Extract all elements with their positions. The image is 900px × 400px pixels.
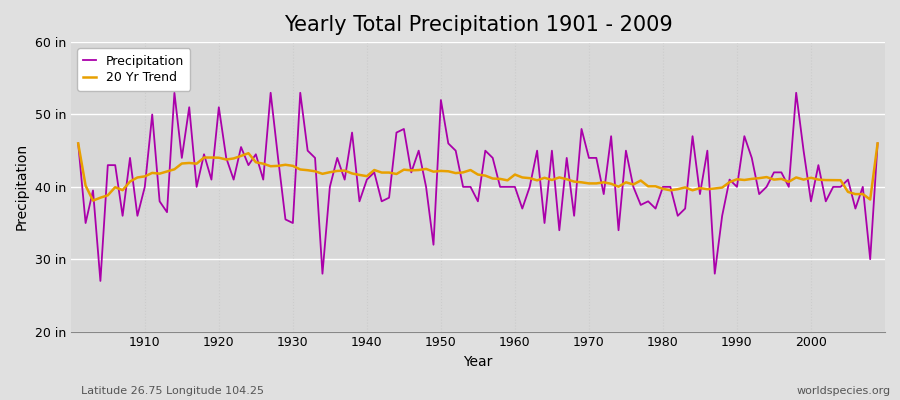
Precipitation [310, 156, 320, 160]
Precipitation [73, 141, 84, 146]
20 Yr Trend [872, 141, 883, 146]
Text: worldspecies.org: worldspecies.org [796, 386, 891, 396]
Legend: Precipitation, 20 Yr Trend: Precipitation, 20 Yr Trend [77, 48, 190, 91]
Line: 20 Yr Trend: 20 Yr Trend [78, 144, 878, 200]
Text: Latitude 26.75 Longitude 104.25: Latitude 26.75 Longitude 104.25 [81, 386, 264, 396]
Line: Precipitation: Precipitation [78, 93, 878, 281]
20 Yr Trend [302, 168, 313, 173]
20 Yr Trend [606, 181, 616, 186]
X-axis label: Year: Year [464, 355, 492, 369]
20 Yr Trend [517, 175, 527, 180]
Title: Yearly Total Precipitation 1901 - 2009: Yearly Total Precipitation 1901 - 2009 [284, 15, 672, 35]
Precipitation [613, 228, 624, 233]
Precipitation [95, 278, 106, 283]
20 Yr Trend [509, 172, 520, 177]
20 Yr Trend [140, 174, 150, 179]
Precipitation [517, 206, 527, 211]
20 Yr Trend [87, 198, 98, 203]
20 Yr Trend [346, 171, 357, 176]
20 Yr Trend [73, 141, 84, 146]
Precipitation [169, 90, 180, 95]
Precipitation [525, 184, 535, 189]
Precipitation [140, 184, 150, 189]
Precipitation [872, 141, 883, 146]
Precipitation [354, 199, 364, 204]
Y-axis label: Precipitation: Precipitation [15, 143, 29, 230]
